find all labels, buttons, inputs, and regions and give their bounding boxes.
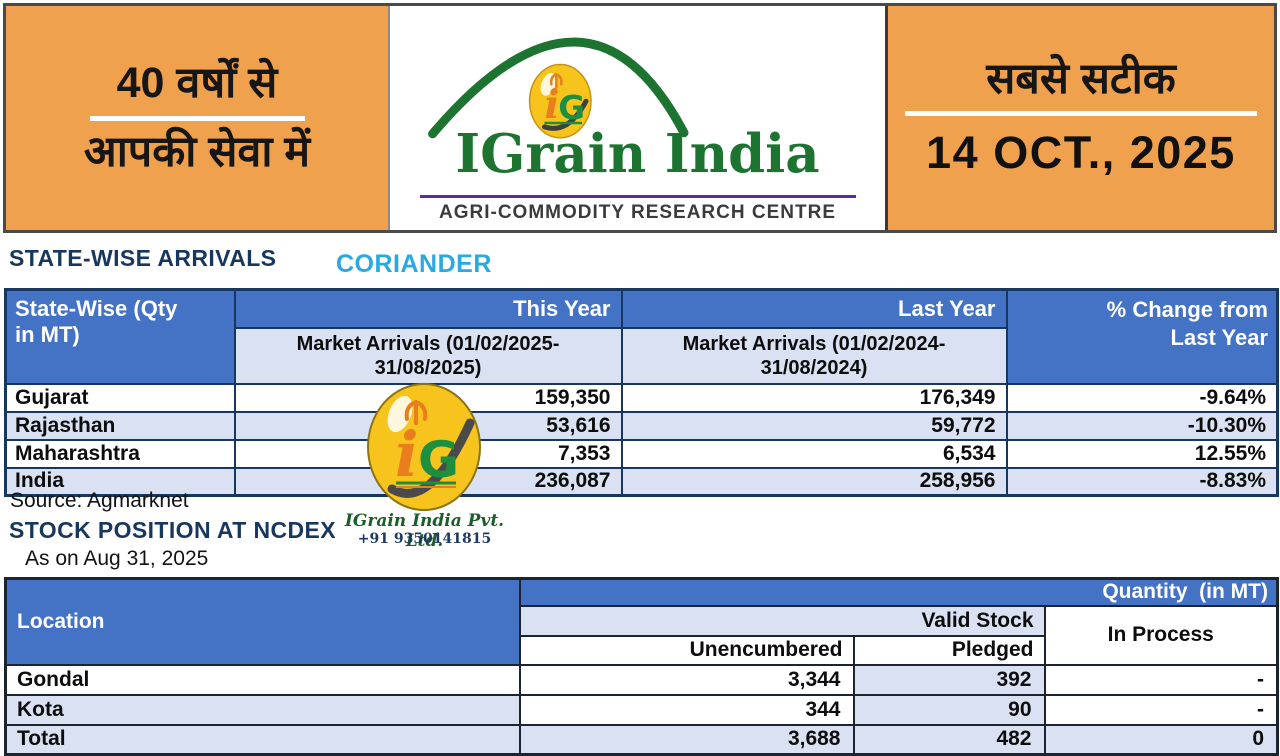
state-cell: Maharashtra <box>4 438 236 469</box>
report-date: 14 OCT., 2025 <box>926 127 1236 179</box>
monogram-g: G <box>418 431 459 489</box>
column-header-pledged: Pledged <box>852 634 1046 666</box>
pct-change-cell: -9.64% <box>1005 382 1279 413</box>
last-year-cell: 6,534 <box>620 438 1008 469</box>
column-header-valid-stock: Valid Stock <box>518 604 1046 637</box>
table-subheader-row: Market Arrivals (01/02/2025-31/08/2025) … <box>6 326 1278 385</box>
slogan-right: सबसे सटीक <box>986 54 1176 103</box>
pct-change-cell: 12.55% <box>1005 438 1279 469</box>
location-cell: Gondal <box>4 663 521 696</box>
column-header-pct-change: % Change from Last Year <box>1005 288 1279 385</box>
table-row: Total 3,688 482 0 <box>4 723 1279 756</box>
header-banner: 40 वर्षों से आपकी सेवा में i <box>3 3 1277 233</box>
watermark-logo-icon: i G <box>367 383 481 511</box>
section2-title: STOCK POSITION AT NCDEX <box>9 517 336 543</box>
data-source: Source: Agmarknet <box>10 489 189 512</box>
unencumbered-cell: 3,688 <box>518 723 855 756</box>
location-cell: Total <box>4 723 521 756</box>
commodity-name: CORIANDER <box>336 250 492 278</box>
brand-logo: i G IGrain India AGRI-COMMODITY RESEARCH… <box>388 6 888 230</box>
location-cell: Kota <box>4 693 521 726</box>
table-row: Maharashtra 7,353 6,534 12.55% <box>4 438 1279 469</box>
monogram-i: i <box>544 82 559 128</box>
state-wise-arrivals-table: State-Wise (Qty in MT) This Year Last Ye… <box>4 288 1279 497</box>
column-header-state: State-Wise (Qty in MT) <box>4 288 236 385</box>
monogram-g: G <box>558 89 585 127</box>
in-process-cell: 0 <box>1043 723 1279 756</box>
section1-title: STATE-WISE ARRIVALS <box>9 245 277 271</box>
pct-change-cell: -8.83% <box>1005 466 1279 497</box>
logo-arch-and-monogram-icon: i G <box>428 37 689 139</box>
table-row: Rajasthan 53,616 59,772 -10.30% <box>4 410 1279 441</box>
slogan-line1: 40 वर्षों से <box>116 59 278 108</box>
last-year-cell: 258,956 <box>620 466 1008 497</box>
table-header-row: Location Quantity (in MT) <box>4 577 1279 666</box>
pct-change-cell: -10.30% <box>1005 410 1279 441</box>
stock-position-table: Location Quantity (in MT) Valid Stock In… <box>4 577 1279 756</box>
table-row: Gondal 3,344 392 - <box>4 663 1279 696</box>
column-header-last-year: Last Year <box>620 288 1008 329</box>
wheat-sprig-icon <box>549 73 563 89</box>
pledged-cell: 482 <box>852 723 1046 756</box>
column-header-quantity: Quantity (in MT) <box>518 577 1279 607</box>
brand-tagline: AGRI-COMMODITY RESEARCH CENTRE <box>439 202 836 223</box>
in-process-cell: - <box>1043 693 1279 726</box>
divider-line <box>89 115 305 121</box>
table-row: India 236,087 258,956 -8.83% <box>4 466 1279 497</box>
pledged-cell: 90 <box>852 693 1046 726</box>
state-cell: Rajasthan <box>4 410 236 441</box>
pledged-cell: 392 <box>852 663 1046 696</box>
column-header-location: Location <box>4 577 521 666</box>
banner-right-date: सबसे सटीक 14 OCT., 2025 <box>888 6 1274 230</box>
as-on-date: As on Aug 31, 2025 <box>25 547 209 570</box>
column-header-this-year: This Year <box>233 288 623 329</box>
watermark-phone-number: +91 9350141815 <box>357 531 492 547</box>
swoosh-icon <box>541 98 589 131</box>
unencumbered-cell: 344 <box>518 693 855 726</box>
unencumbered-cell: 3,344 <box>518 663 855 696</box>
last-year-cell: 59,772 <box>620 410 1008 441</box>
table-header-row: State-Wise (Qty in MT) This Year Last Ye… <box>4 288 1279 385</box>
wheat-sprig-icon <box>404 400 428 425</box>
subheader-last-year-period: Market Arrivals (01/02/2024-31/08/2024) <box>620 326 1008 385</box>
state-cell: India <box>4 466 236 497</box>
last-year-cell: 176,349 <box>620 382 1008 413</box>
watermark-company-name: IGrain India Pvt. Ltd. <box>344 511 505 551</box>
table-row: Kota 344 90 - <box>4 693 1279 726</box>
ig-monogram-icon: i G <box>528 63 592 139</box>
banner-left-slogan: 40 वर्षों से आपकी सेवा में <box>6 6 388 230</box>
brand-underline <box>420 195 856 198</box>
monogram-i: i <box>395 418 419 491</box>
table-subheader-row: Unencumbered Pledged <box>6 634 1278 666</box>
column-header-unencumbered: Unencumbered <box>518 634 855 666</box>
column-header-in-process: In Process <box>1043 604 1279 666</box>
table-row: Gujarat 159,350 176,349 -9.64% <box>4 382 1279 413</box>
slogan-line2: आपकी सेवा में <box>83 127 311 176</box>
brand-name: IGrain India <box>455 123 820 185</box>
in-process-cell: - <box>1043 663 1279 696</box>
divider-line <box>905 111 1257 117</box>
table-subheader-row: Valid Stock In Process <box>6 604 1279 666</box>
state-cell: Gujarat <box>4 382 236 413</box>
subheader-this-year-period: Market Arrivals (01/02/2025-31/08/2025) <box>233 326 623 385</box>
